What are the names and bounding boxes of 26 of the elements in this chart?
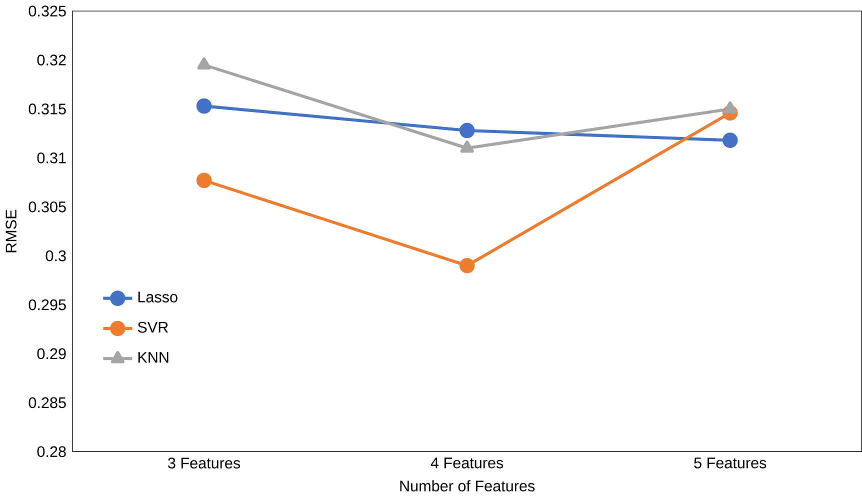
x-tick-label: 4 Features [430, 458, 504, 468]
y-tick-label: 0.295 [28, 299, 66, 310]
legend-label: Lasso [138, 292, 178, 302]
legend-label: KNN [138, 352, 168, 363]
y-tick-label: 0.31 [37, 152, 66, 164]
y-tick-label: 0.32 [37, 54, 66, 66]
point [196, 98, 212, 114]
point [459, 258, 475, 274]
y-tick-label: 0.29 [37, 348, 66, 360]
point [197, 57, 211, 70]
x-tick-label: 3 Features [168, 458, 240, 468]
point [722, 132, 738, 148]
point [196, 172, 212, 188]
y-tick-label: 0.28 [37, 446, 66, 458]
point [460, 140, 474, 153]
y-tick-label: 0.315 [28, 104, 66, 114]
y-tick-label: 0.285 [28, 397, 66, 408]
legend-label: SVR [138, 322, 168, 333]
y-tick-label: 0.3 [46, 250, 66, 262]
y-axis-title: RMSE [6, 210, 17, 252]
point [723, 101, 737, 114]
y-tick-label: 0.325 [28, 6, 66, 16]
y-tick-label: 0.305 [28, 201, 66, 212]
x-tick-label: 5 Features [694, 458, 766, 468]
x-axis-title: Number of Features [400, 480, 535, 492]
point [459, 122, 475, 138]
